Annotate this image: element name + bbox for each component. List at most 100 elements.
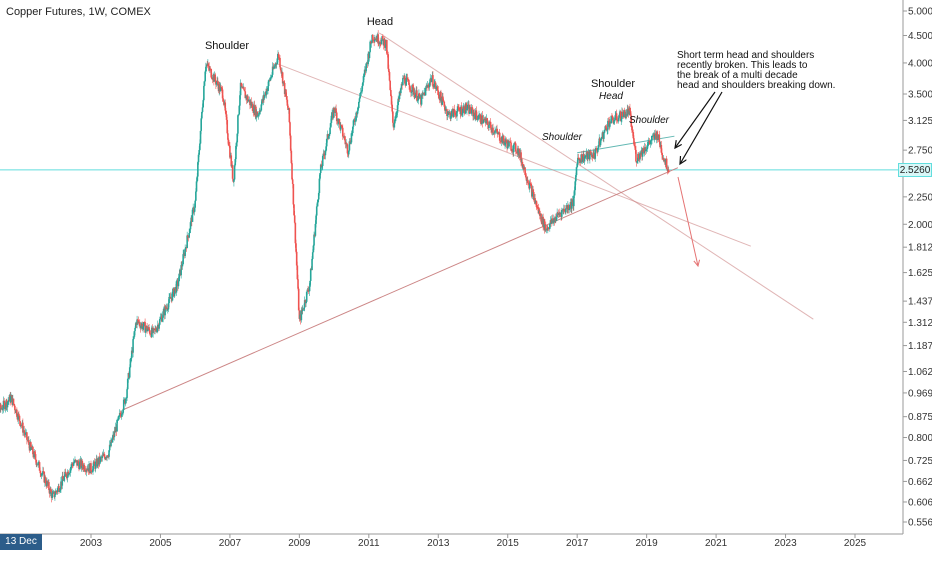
candle-body xyxy=(492,128,494,133)
candle-body xyxy=(129,367,131,377)
y-tick-label: 1.3125 xyxy=(908,318,932,329)
candle-body xyxy=(311,259,313,270)
candle-body xyxy=(391,105,393,112)
y-tick-label: 5.0000 xyxy=(908,7,932,18)
candle-body xyxy=(298,289,300,311)
note-line: head and shoulders breaking down. xyxy=(677,80,835,91)
candle-body xyxy=(289,108,291,122)
candle-body xyxy=(35,454,37,460)
candle-body xyxy=(394,121,396,123)
note-text: Short term head and shoulders recently b… xyxy=(677,50,835,91)
y-tick-label: 4.5000 xyxy=(908,31,932,42)
candle-body xyxy=(576,167,578,175)
projection-arrow xyxy=(678,177,698,266)
note-arrow-upper xyxy=(675,92,715,148)
y-tick-label: 0.6065 xyxy=(908,497,932,508)
x-tick-label: 2015 xyxy=(497,538,520,549)
cursor-date-badge: 13 Dec '93 xyxy=(0,534,42,550)
candle-body xyxy=(382,36,384,39)
label-head-main: Head xyxy=(367,16,393,28)
candle-body xyxy=(603,133,605,139)
candle-body xyxy=(312,252,314,259)
candle-body xyxy=(402,78,404,85)
candle-body xyxy=(194,201,196,208)
candle-body xyxy=(339,119,341,122)
candle-body xyxy=(425,88,427,95)
candle-body xyxy=(635,150,637,162)
candle-body xyxy=(392,112,394,123)
current-price-badge: 2.5260 xyxy=(898,163,932,177)
x-tick-label: 2013 xyxy=(427,538,450,549)
candle-body xyxy=(200,118,202,131)
annotation-arrows xyxy=(675,92,722,266)
candle-body xyxy=(290,136,292,151)
candle-body xyxy=(389,72,391,81)
candle-body xyxy=(359,93,361,98)
candle-body xyxy=(279,58,281,67)
y-axis[interactable]: 5.00004.50004.00003.50003.12502.75002.50… xyxy=(903,7,932,529)
candle-body xyxy=(329,128,331,134)
y-tick-label: 1.4375 xyxy=(908,297,932,308)
x-tick-label: 2019 xyxy=(636,538,659,549)
x-tick-label: 2009 xyxy=(288,538,311,549)
candle-body xyxy=(232,165,234,179)
candle-body xyxy=(196,181,198,191)
y-tick-label: 2.7500 xyxy=(908,146,932,157)
y-tick-label: 3.5000 xyxy=(908,90,932,101)
y-tick-label: 1.1875 xyxy=(908,341,932,352)
candle-body xyxy=(90,463,92,471)
label-small-shoulder-right: Shoulder xyxy=(629,115,670,126)
candle-body xyxy=(292,179,294,184)
candle-body xyxy=(616,113,618,120)
candle-body xyxy=(319,179,321,193)
candle-body xyxy=(54,495,56,497)
candle-body xyxy=(310,269,312,281)
y-tick-label: 3.1250 xyxy=(908,116,932,127)
candle-body xyxy=(293,184,295,204)
y-tick-label: 2.2500 xyxy=(908,192,932,203)
note-arrow-lower xyxy=(680,92,722,164)
candle-body xyxy=(63,476,65,480)
candle-body xyxy=(132,339,134,353)
x-tick-label: 2025 xyxy=(844,538,867,549)
y-tick-label: 1.8125 xyxy=(908,243,932,254)
candle-body xyxy=(371,43,373,44)
candle-body xyxy=(359,98,361,102)
candle-body xyxy=(126,389,128,398)
candle-body xyxy=(316,206,318,215)
candle-body xyxy=(159,319,161,325)
candle-body xyxy=(203,86,205,100)
y-tick-label: 0.6625 xyxy=(908,477,932,488)
candle-body xyxy=(51,493,53,498)
y-tick-label: 4.0000 xyxy=(908,58,932,69)
label-small-shoulder-left: Shoulder xyxy=(542,132,583,143)
label-shoulder-left: Shoulder xyxy=(205,40,249,52)
x-tick-label: 2003 xyxy=(80,538,103,549)
candle-body xyxy=(594,150,596,159)
candle-body xyxy=(178,281,180,286)
candle-body xyxy=(624,110,626,112)
candle-body xyxy=(195,191,197,200)
candle-body xyxy=(199,144,201,150)
x-tick-label: 2007 xyxy=(219,538,242,549)
y-tick-label: 0.5565 xyxy=(908,518,932,529)
price-chart[interactable]: Shoulder Head Shoulder Shoulder Head Sho… xyxy=(0,0,932,550)
candle-body xyxy=(294,215,296,222)
candle-body xyxy=(202,107,204,112)
neckline-long xyxy=(122,168,678,410)
candle-body xyxy=(488,125,490,128)
chart-title: Copper Futures, 1W, COMEX xyxy=(6,6,151,18)
x-tick-label: 2005 xyxy=(149,538,172,549)
candle-body xyxy=(291,163,293,179)
label-small-head: Head xyxy=(599,91,623,102)
candle-body xyxy=(19,416,21,422)
candle-body xyxy=(188,233,190,238)
x-tick-label: 2021 xyxy=(705,538,728,549)
candle-body xyxy=(243,87,245,89)
candle-body xyxy=(237,115,239,133)
